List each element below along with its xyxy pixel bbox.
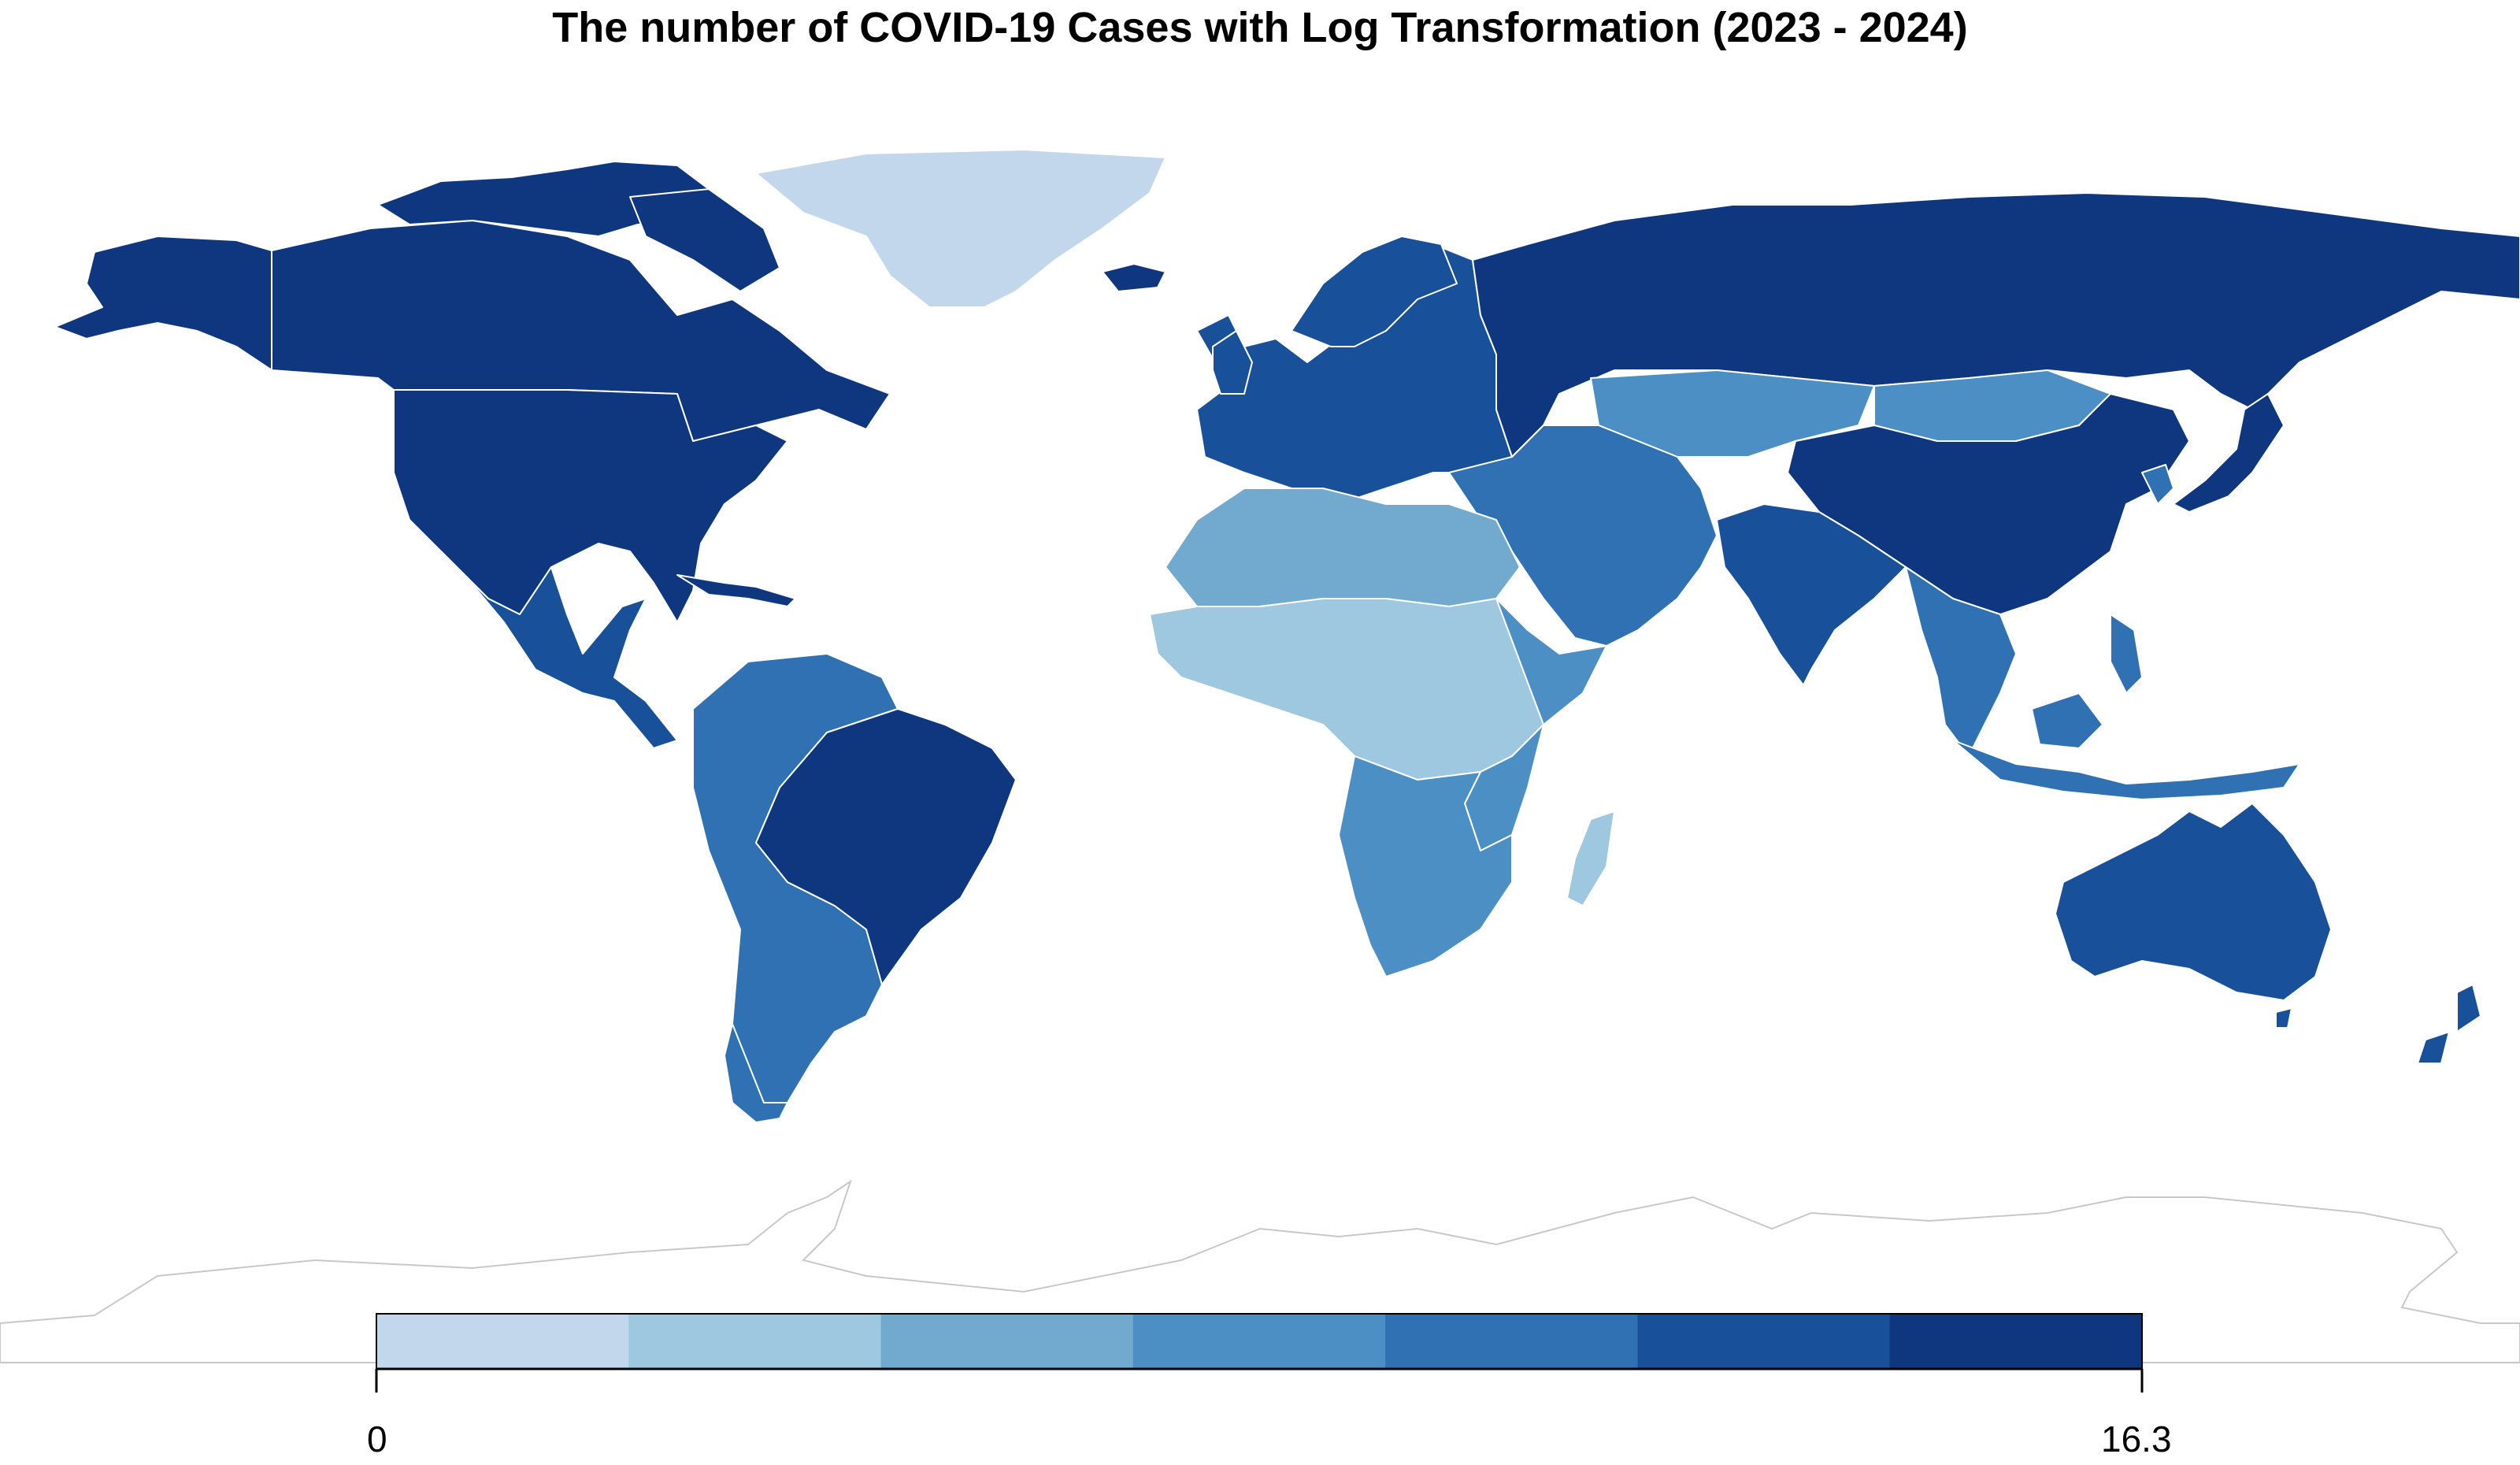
legend-color-bar bbox=[376, 1313, 2143, 1370]
region-baffin bbox=[629, 188, 780, 292]
region-caribbean bbox=[676, 574, 796, 607]
page-title: The number of COVID-19 Cases with Log Tr… bbox=[552, 4, 1968, 51]
region-india bbox=[1716, 503, 1907, 686]
region-uk bbox=[1212, 330, 1253, 395]
region-antarctica bbox=[0, 1179, 2520, 1363]
region-japan bbox=[2173, 393, 2285, 513]
region-se-asia bbox=[1905, 566, 2017, 757]
region-east-africa bbox=[1464, 598, 1607, 851]
region-madagascar bbox=[1566, 810, 1615, 907]
legend-min-label: 0 bbox=[367, 1419, 387, 1459]
legend-swatch bbox=[880, 1314, 1134, 1369]
region-philippines bbox=[2110, 614, 2143, 694]
legend-swatch bbox=[1637, 1314, 1891, 1369]
region-iceland bbox=[1102, 263, 1166, 292]
region-scandinavia bbox=[1291, 236, 1458, 347]
legend-swatch bbox=[628, 1314, 882, 1369]
region-australia bbox=[2055, 803, 2332, 1001]
region-korea bbox=[2141, 464, 2174, 505]
region-north-africa bbox=[1165, 488, 1521, 607]
region-indonesia bbox=[1952, 740, 2300, 800]
region-middle-east bbox=[1448, 425, 1718, 647]
legend-swatch bbox=[1132, 1314, 1386, 1369]
legend-swatch bbox=[1385, 1314, 1638, 1369]
region-southern-africa bbox=[1338, 755, 1513, 977]
region-new-zealand bbox=[2456, 984, 2481, 1033]
region-new-zealand-south bbox=[2417, 1031, 2450, 1064]
region-mexico bbox=[440, 551, 678, 749]
region-borneo bbox=[2031, 692, 2103, 749]
region-greenland bbox=[755, 149, 1166, 308]
legend-swatch bbox=[1889, 1314, 2143, 1369]
region-tasmania bbox=[2275, 1007, 2292, 1029]
legend-swatch bbox=[376, 1314, 629, 1369]
region-alaska bbox=[54, 236, 272, 371]
region-patagonia bbox=[724, 1023, 788, 1123]
legend-max-label: 16.3 bbox=[2101, 1419, 2172, 1459]
region-russia bbox=[1472, 192, 2520, 458]
region-brazil bbox=[755, 708, 1017, 985]
legend-ticks bbox=[375, 1367, 2144, 1393]
